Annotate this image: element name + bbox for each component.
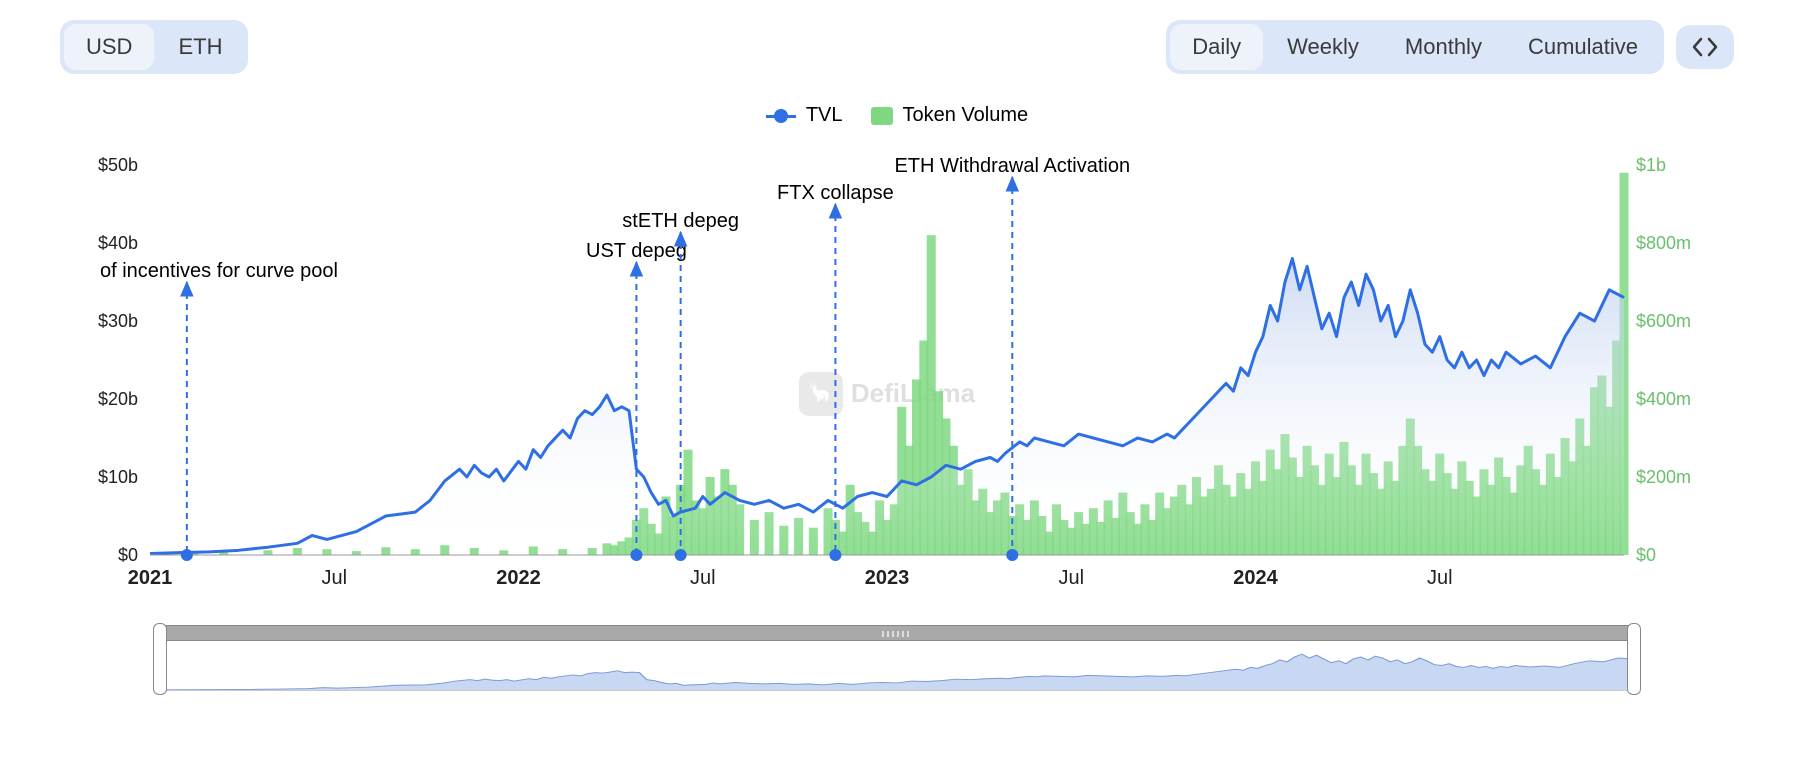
chart-legend: TVL Token Volume [60, 104, 1734, 127]
interval-toggle: DailyWeeklyMonthlyCumulative [1166, 20, 1664, 74]
range-handle-right[interactable] [1627, 623, 1641, 695]
interval-option-monthly[interactable]: Monthly [1383, 24, 1504, 70]
interval-option-weekly[interactable]: Weekly [1265, 24, 1381, 70]
currency-option-usd[interactable]: USD [64, 24, 154, 70]
embed-code-button[interactable] [1676, 25, 1734, 69]
top-controls: USDETH DailyWeeklyMonthlyCumulative [60, 20, 1734, 74]
range-minimap[interactable] [160, 641, 1634, 691]
bar-marker-icon [871, 107, 893, 125]
range-scrollbar[interactable] [160, 625, 1634, 641]
interval-option-daily[interactable]: Daily [1170, 24, 1263, 70]
range-handle-left[interactable] [153, 623, 167, 695]
right-controls: DailyWeeklyMonthlyCumulative [1166, 20, 1734, 74]
legend-label: Token Volume [903, 104, 1029, 127]
code-icon [1692, 37, 1718, 57]
interval-option-cumulative[interactable]: Cumulative [1506, 24, 1660, 70]
legend-label: TVL [806, 104, 843, 127]
chart-svg [100, 135, 1674, 605]
main-chart[interactable]: 🦙 DefiLlama $0$10b$20b$30b$40b$50b$0$200… [100, 135, 1674, 605]
legend-volume[interactable]: Token Volume [871, 104, 1029, 127]
line-marker-icon [766, 109, 796, 123]
currency-option-eth[interactable]: ETH [156, 24, 244, 70]
time-range-selector[interactable] [160, 625, 1634, 695]
currency-toggle: USDETH [60, 20, 248, 74]
legend-tvl[interactable]: TVL [766, 104, 843, 127]
